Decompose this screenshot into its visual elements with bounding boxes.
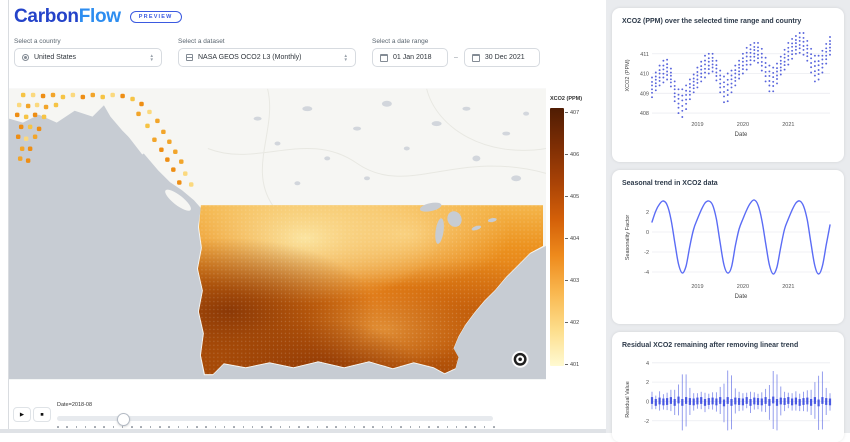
xco2-timeseries-chart[interactable]: 408 409 410 411 2019 2020 2021 Date XCO2 (PPM) [622, 28, 834, 140]
alaska-panhandle [114, 116, 149, 155]
dataset-icon [186, 54, 193, 61]
country-select[interactable]: United States ▲ ▼ [14, 48, 162, 67]
spinner-icon[interactable]: ▲ ▼ [343, 53, 348, 62]
residual-card: Residual XCO2 remaining after removing l… [612, 332, 844, 442]
colorbar-tick-label: 402 [565, 320, 579, 326]
start-date-value: 01 Jan 2018 [393, 54, 432, 61]
svg-text:0: 0 [646, 230, 649, 236]
colorbar-title: XCO2 (PPM) [550, 96, 583, 102]
stop-icon: ■ [40, 411, 44, 418]
dataset-filter: Select a dataset NASA GEOS OCO2 L3 (Mont… [178, 38, 356, 67]
date-range-separator: – [454, 54, 458, 61]
alaska-data-dots [14, 92, 194, 187]
map-roads [207, 88, 546, 206]
svg-text:409: 409 [640, 91, 649, 97]
start-date-input[interactable]: 01 Jan 2018 [372, 48, 448, 67]
preview-badge: PREVIEW [129, 11, 182, 23]
svg-text:0: 0 [646, 399, 649, 405]
timeline-date-label: Date=2018-08 [57, 402, 93, 408]
left-border [8, 0, 9, 433]
svg-text:-4: -4 [644, 270, 649, 276]
svg-text:411: 411 [640, 52, 649, 58]
svg-text:2020: 2020 [737, 122, 749, 128]
country-value: United States [34, 54, 77, 61]
residual-chart[interactable]: 420-2201920202021DateResidual Value [622, 352, 834, 442]
stop-button[interactable]: ■ [33, 407, 51, 422]
calendar-icon [471, 53, 480, 62]
small-lakes [253, 100, 530, 186]
timeline-slider-track[interactable] [57, 416, 493, 421]
svg-text:2019: 2019 [691, 284, 703, 290]
charts-panel: XCO2 (PPM) over the selected time range … [606, 0, 850, 442]
xco2-timeseries-card: XCO2 (PPM) over the selected time range … [612, 8, 844, 162]
carbonflow-app: CarbonFlow PREVIEW Select a country Unit… [0, 0, 850, 433]
colorbar: XCO2 (PPM) 407 406 405 404 403 402 401 [550, 96, 604, 378]
chart-title: XCO2 (PPM) over the selected time range … [622, 18, 802, 25]
colorbar-tick-label: 406 [565, 152, 579, 158]
play-button[interactable]: ▶ [13, 407, 31, 422]
location-icon [22, 54, 29, 61]
timeline-tick-marks [57, 426, 495, 429]
colorbar-tick-label: 407 [565, 110, 579, 116]
app-title-secondary: Flow [78, 6, 121, 27]
filter-bar: Select a country United States ▲ ▼ Select… [14, 38, 540, 67]
colorbar-gradient [550, 108, 564, 366]
co2-map[interactable] [9, 88, 546, 380]
colorbar-tick-label: 403 [565, 278, 579, 284]
svg-text:2019: 2019 [691, 122, 703, 128]
map-attribution-button[interactable] [511, 350, 529, 368]
chart-title: Seasonal trend in XCO2 data [622, 180, 718, 187]
svg-text:Seasonality Factor: Seasonality Factor [625, 215, 631, 261]
svg-text:2021: 2021 [782, 122, 794, 128]
svg-text:2020: 2020 [737, 284, 749, 290]
svg-text:2: 2 [646, 210, 649, 216]
colorbar-tick-label: 404 [565, 236, 579, 242]
play-icon: ▶ [19, 411, 25, 418]
country-filter: Select a country United States ▲ ▼ [14, 38, 162, 67]
country-label: Select a country [14, 38, 61, 45]
date-range-filter: Select a date range 01 Jan 2018 – 30 Dec… [372, 38, 540, 67]
svg-text:-2: -2 [644, 419, 649, 425]
vancouver-island [165, 189, 191, 211]
app-header: CarbonFlow PREVIEW [14, 6, 182, 28]
app-title: CarbonFlow [14, 6, 121, 28]
great-lakes [419, 202, 497, 244]
dataset-label: Select a dataset [178, 38, 225, 45]
app-title-primary: Carbon [14, 6, 79, 27]
calendar-icon [380, 53, 388, 62]
spinner-icon[interactable]: ▲ ▼ [149, 53, 154, 62]
page-bottom-edge [0, 429, 606, 433]
svg-text:Date: Date [735, 132, 748, 138]
svg-text:-2: -2 [644, 250, 649, 256]
svg-text:2: 2 [646, 380, 649, 386]
svg-text:XCO2 (PPM): XCO2 (PPM) [625, 59, 631, 91]
map-canvas [9, 88, 546, 380]
colorbar-tick-label: 401 [565, 362, 579, 368]
timeline-slider-handle[interactable] [116, 412, 130, 426]
svg-text:408: 408 [640, 111, 649, 117]
svg-text:Date: Date [735, 294, 748, 300]
seasonal-trend-chart[interactable]: 2 0 -2 -4 2019 2020 2021 Date Seasonality Factor [622, 190, 834, 302]
date-range-row: 01 Jan 2018 – 30 Dec 2021 [372, 48, 540, 67]
date-range-label: Select a date range [372, 38, 429, 45]
svg-text:4: 4 [646, 361, 649, 367]
end-date-value: 30 Dec 2021 [484, 54, 525, 61]
svg-text:2021: 2021 [782, 284, 794, 290]
chart-title: Residual XCO2 remaining after removing l… [622, 342, 799, 349]
end-date-input[interactable]: 30 Dec 2021 [463, 48, 540, 67]
seasonal-trend-card: Seasonal trend in XCO2 data 2 0 -2 -4 2019 20… [612, 170, 844, 324]
colorbar-tick-label: 405 [565, 194, 579, 200]
dataset-value: NASA GEOS OCO2 L3 (Monthly) [198, 54, 302, 61]
dataset-select[interactable]: NASA GEOS OCO2 L3 (Monthly) ▲ ▼ [178, 48, 356, 67]
svg-text:410: 410 [640, 72, 649, 78]
svg-text:Residual Value: Residual Value [625, 381, 631, 418]
